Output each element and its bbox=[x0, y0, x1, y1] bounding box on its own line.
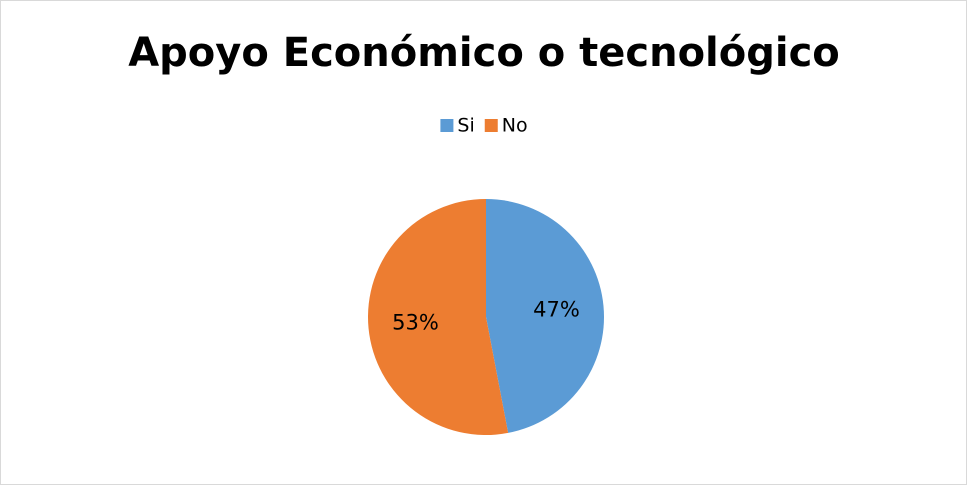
legend-swatch bbox=[484, 119, 498, 132]
legend: Si No bbox=[440, 115, 528, 137]
pie-slice bbox=[486, 199, 604, 433]
legend-swatch bbox=[440, 119, 454, 132]
legend-label: No bbox=[502, 115, 528, 137]
data-label: 53% bbox=[392, 311, 439, 335]
legend-label: Si bbox=[457, 115, 474, 137]
pie-slice bbox=[367, 199, 509, 435]
chart-title: Apoyo Económico o tecnológico bbox=[128, 30, 840, 76]
data-label: 47% bbox=[533, 297, 580, 321]
